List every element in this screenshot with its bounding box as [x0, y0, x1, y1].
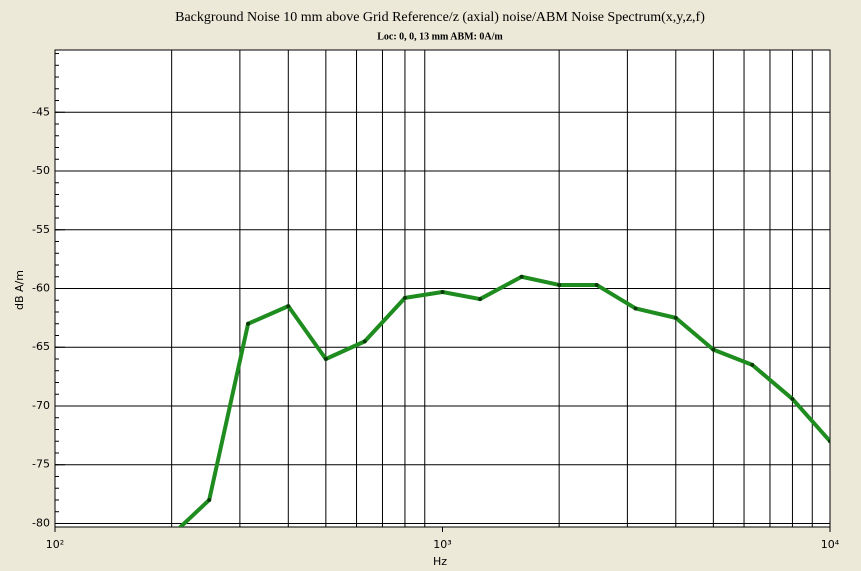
y-tick-label: -60 [32, 282, 50, 295]
point [440, 290, 445, 295]
y-tick-label: -50 [32, 164, 50, 177]
point [828, 439, 830, 444]
y-tick-label: -75 [32, 458, 50, 471]
line [177, 274, 830, 527]
x-tick-label: 10⁴ [821, 538, 840, 551]
point [519, 274, 524, 279]
point [711, 347, 716, 352]
point [286, 304, 291, 309]
point [246, 321, 251, 326]
y-tick-label: -70 [32, 399, 50, 412]
point [478, 297, 483, 302]
y-tick-label: -80 [32, 516, 50, 529]
x-tick-label: 10² [46, 538, 64, 551]
point [207, 497, 212, 502]
point [673, 315, 678, 320]
point [362, 339, 367, 344]
chart-subtitle: Loc: 0, 0, 13 mm ABM: 0A/m [377, 31, 503, 42]
point [633, 306, 638, 311]
point [323, 356, 328, 361]
y-tick-label: -55 [32, 223, 50, 236]
point [557, 282, 562, 287]
point [594, 282, 599, 287]
point [790, 396, 795, 401]
y-tick-label: -45 [32, 105, 50, 118]
series-group [170, 274, 830, 537]
y-tick-label: -65 [32, 340, 50, 353]
point [750, 362, 755, 367]
y-axis-label: dB A/m [13, 270, 26, 310]
point [402, 295, 407, 300]
x-tick-label: 10³ [433, 538, 451, 551]
x-axis-label: Hz [433, 555, 447, 568]
point [170, 533, 174, 537]
plot-border [54, 49, 831, 528]
chart-title: Background Noise 10 mm above Grid Refere… [175, 10, 705, 25]
